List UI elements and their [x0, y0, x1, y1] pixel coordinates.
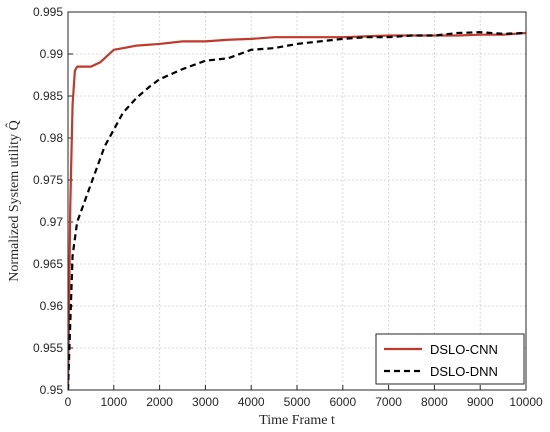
- x-tick-label: 10000: [509, 395, 543, 409]
- y-tick-label: 0.995: [33, 5, 63, 19]
- x-tick-label: 5000: [284, 395, 311, 409]
- x-tick-label: 6000: [329, 395, 356, 409]
- x-tick-label: 1000: [100, 395, 127, 409]
- legend-label-dslo-cnn: DSLO-CNN: [430, 342, 498, 357]
- legend-box: [375, 333, 525, 385]
- x-tick-label: 4000: [238, 395, 265, 409]
- x-tick-label: 2000: [146, 395, 173, 409]
- y-axis-label: Normalized System utility Q̂: [5, 120, 22, 281]
- tick-labels: 0 1000 2000 3000 4000 5000 6000 7000 8000 9000 100…: [33, 5, 543, 409]
- y-tick-label: 0.975: [33, 173, 63, 187]
- y-tick-label: 0.955: [33, 341, 63, 355]
- x-tick-label: 8000: [421, 395, 448, 409]
- plot-frame: [67, 11, 527, 391]
- y-tick-label: 0.97: [40, 215, 64, 229]
- y-tick-label: 0.99: [40, 47, 64, 61]
- legend: DSLO-CNN DSLO-DNN: [375, 333, 525, 385]
- y-tick-label: 0.95: [40, 383, 64, 397]
- y-tick-label: 0.965: [33, 257, 63, 271]
- y-tick-label: 0.98: [40, 131, 64, 145]
- y-tick-label: 0.96: [40, 299, 64, 313]
- x-tick-label: 9000: [467, 395, 494, 409]
- x-axis-label: Time Frame t: [259, 413, 335, 428]
- x-tick-label: 7000: [375, 395, 402, 409]
- x-tick-label: 0: [65, 395, 72, 409]
- x-tick-label: 3000: [192, 395, 219, 409]
- legend-label-dslo-dnn: DSLO-DNN: [430, 364, 498, 379]
- series-layer: [68, 31, 526, 390]
- y-tick-label: 0.985: [33, 89, 63, 103]
